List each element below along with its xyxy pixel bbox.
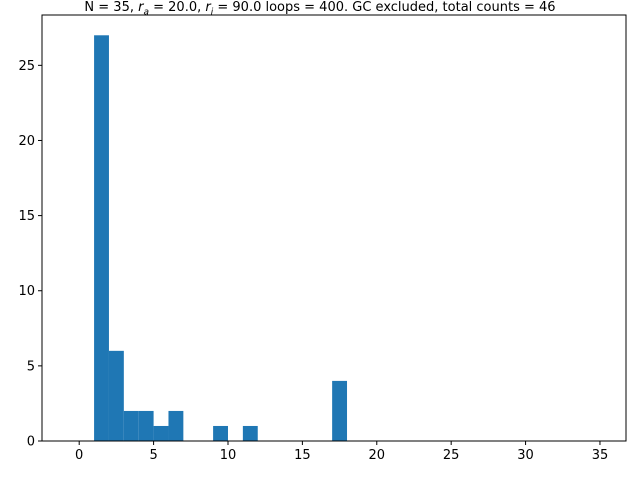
histogram-bar-1 (108, 350, 124, 441)
x-axis: 0 5 10 15 20 25 30 35 (75, 441, 608, 463)
x-tick-label: 25 (443, 448, 460, 463)
y-tick-label: 15 (18, 209, 35, 224)
x-tick-label: 15 (294, 448, 311, 463)
y-tick-label: 10 (18, 284, 35, 299)
x-tick-label: 30 (517, 448, 534, 463)
histogram-bar-5 (168, 410, 184, 441)
histogram-bar-8 (332, 380, 348, 441)
x-tick-label: 35 (592, 448, 609, 463)
x-tick-label: 20 (369, 448, 386, 463)
y-tick-label: 0 (27, 435, 35, 450)
plot-frame (41, 14, 627, 442)
bars-group (94, 35, 348, 442)
y-tick-label: 5 (27, 359, 35, 374)
histogram-bar-2 (123, 410, 139, 441)
histogram-bar-7 (242, 425, 258, 441)
histogram-bar-3 (138, 410, 154, 441)
chart-title: N = 35, ra = 20.0, ri = 90.0 loops = 400… (84, 0, 556, 18)
histogram-bar-0 (94, 35, 109, 442)
y-axis: 0 5 10 15 20 25 (18, 59, 42, 450)
x-tick-label: 10 (220, 448, 237, 463)
x-tick-label: 0 (75, 448, 83, 463)
histogram-bar-6 (213, 425, 228, 441)
histogram-bar-4 (153, 425, 169, 441)
y-tick-label: 25 (18, 59, 35, 74)
y-tick-label: 20 (18, 134, 35, 149)
x-tick-label: 5 (149, 448, 157, 463)
